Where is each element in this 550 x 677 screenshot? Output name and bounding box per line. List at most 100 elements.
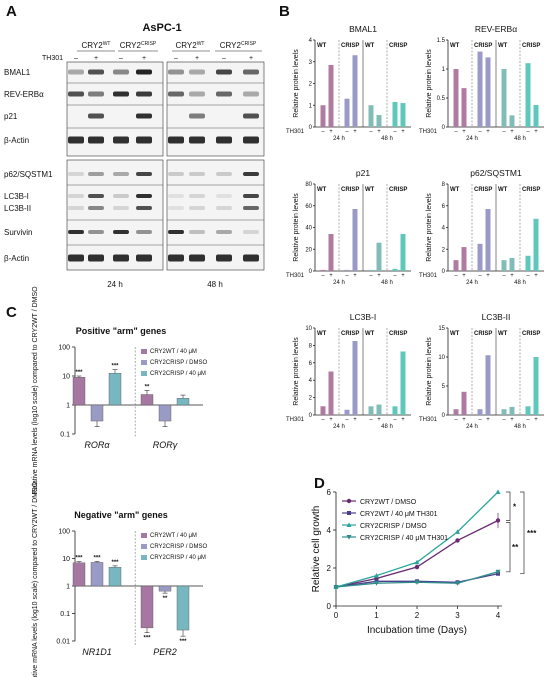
- bar: [477, 51, 483, 127]
- y-tick-label: 3: [309, 60, 313, 66]
- blot-band-bottom1-7: [216, 172, 232, 176]
- bar-sign-label: –: [393, 417, 397, 423]
- blot-band-bottom5-2: [88, 254, 104, 262]
- protein-chart-title: p62/SQSTM1: [470, 168, 522, 178]
- group-header-crisp-24: CRY2CRISP: [120, 41, 157, 50]
- y-tick-label: 0: [309, 125, 313, 131]
- bar-sign-label: +: [462, 129, 466, 135]
- y-tick-label: 0.01: [56, 639, 70, 646]
- group-label: CRISP: [341, 187, 359, 193]
- significance-mark: ***: [75, 556, 83, 562]
- group-label: CRISP: [341, 331, 359, 337]
- y-axis-label: Relative protein levels: [426, 49, 433, 118]
- blot-band-bottom1-1: [68, 172, 84, 176]
- y-tick-label: 1: [442, 67, 446, 73]
- blot-band-top1-7: [216, 69, 232, 75]
- blot-band-bottom1-8: [243, 172, 259, 176]
- blot-row-label-bottom-2: LC3B-I: [4, 192, 29, 201]
- group-header-wt-24: CRY2WT: [82, 41, 111, 50]
- bar-sign-label: +: [486, 417, 490, 423]
- significance-mark: ***: [143, 636, 151, 642]
- legend-swatch: [141, 533, 147, 538]
- bar-sign-label: –: [454, 129, 458, 135]
- bar-sign-label: –: [502, 129, 506, 135]
- y-axis-label: Relative protein levels: [426, 337, 433, 406]
- bar: [453, 409, 459, 415]
- blot-row-label-top-4: β-Actin: [4, 136, 29, 145]
- growth-point: [455, 538, 460, 543]
- y-axis-label: Relative mRNA levels (log10 scale) compa…: [32, 481, 39, 677]
- mrna-chart-title: Positive "arm" genes: [76, 326, 167, 336]
- legend-marker: [347, 511, 351, 515]
- bar: [376, 242, 382, 271]
- western-blot-panel: AsPC-1 CRY2WT CRY2CRISP CRY2WT CRY2CRISP…: [4, 22, 265, 289]
- growth-point: [374, 581, 379, 586]
- y-tick-label: 0: [442, 413, 446, 419]
- treatment-label-a: TH301: [42, 55, 63, 62]
- group-label: CRISP: [522, 331, 540, 337]
- blot-band-bottom2-2: [88, 194, 104, 198]
- blot-band-bottom4-7: [216, 230, 232, 234]
- mrna-bar: [158, 585, 172, 592]
- blot-band-top4-7: [216, 136, 232, 144]
- y-tick-label: 0: [442, 125, 446, 131]
- bar-sign-label: –: [345, 417, 349, 423]
- group-label: WT: [317, 331, 327, 337]
- bar-sign-label: –: [321, 273, 325, 279]
- y-tick-label: 6: [442, 204, 446, 210]
- bar: [533, 104, 539, 127]
- blot-band-top1-3: [113, 69, 129, 75]
- group-label: CRISP: [474, 187, 492, 193]
- blot-band-bottom4-2: [88, 230, 104, 234]
- y-tick-label: 80: [305, 182, 312, 188]
- bar-sign-label: –: [393, 129, 397, 135]
- time-label: 24 h: [333, 280, 345, 286]
- significance-mark: ***: [93, 555, 101, 561]
- blot-band-bottom4-5: [168, 230, 184, 234]
- blot-band-bottom1-4: [136, 172, 152, 176]
- bar-sign-label: +: [486, 273, 490, 279]
- y-tick-label: 8: [309, 343, 313, 349]
- lane-sign-24h-2: +: [94, 55, 98, 62]
- growth-line: [335, 519, 499, 588]
- blot-band-top1-5: [168, 69, 184, 75]
- blot-band-bottom4-3: [113, 230, 129, 234]
- protein-chart-title: LC3B-I: [350, 312, 376, 322]
- group-label: WT: [450, 331, 460, 337]
- blot-band-top3-8: [243, 113, 259, 119]
- bar: [352, 209, 358, 271]
- blot-band-top4-3: [113, 136, 129, 144]
- bar-sign-label: –: [478, 129, 482, 135]
- panel-letter-b: B: [279, 3, 290, 20]
- bar: [328, 65, 334, 127]
- bar: [525, 255, 531, 271]
- y-tick-label: 2: [442, 247, 446, 253]
- bar: [533, 357, 539, 415]
- bar: [509, 406, 515, 415]
- bar: [368, 269, 374, 271]
- bar: [320, 406, 326, 415]
- bar: [477, 243, 483, 271]
- bar: [485, 57, 491, 127]
- y-tick-label: 1.5: [437, 38, 446, 44]
- legend-entry: CRY2WT / 40 μM TH301: [360, 511, 438, 518]
- bar-sign-label: +: [510, 129, 514, 135]
- bar: [461, 391, 467, 415]
- blot-row-label-top-2: REV-ERBα: [4, 90, 44, 99]
- group-label: CRISP: [522, 43, 540, 49]
- y-tick-label: 0: [442, 269, 446, 275]
- y-tick-label: 10: [62, 556, 70, 563]
- bar: [392, 101, 398, 127]
- blot-band-top4-4: [136, 136, 152, 144]
- bar-sign-label: +: [534, 129, 538, 135]
- mrna-levels-panel: Positive "arm" genes 0.1 1 10 100 Relative mR…: [32, 286, 207, 677]
- time-label: 48 h: [514, 424, 526, 430]
- bar: [344, 409, 350, 415]
- y-tick-label: 60: [305, 204, 312, 210]
- bar-sign-label: +: [462, 417, 466, 423]
- treatment-label: TH301: [419, 417, 438, 423]
- blot-band-top2-7: [216, 91, 232, 97]
- legend-swatch: [141, 371, 147, 376]
- mrna-bar: [72, 377, 86, 406]
- bar-sign-label: –: [526, 273, 530, 279]
